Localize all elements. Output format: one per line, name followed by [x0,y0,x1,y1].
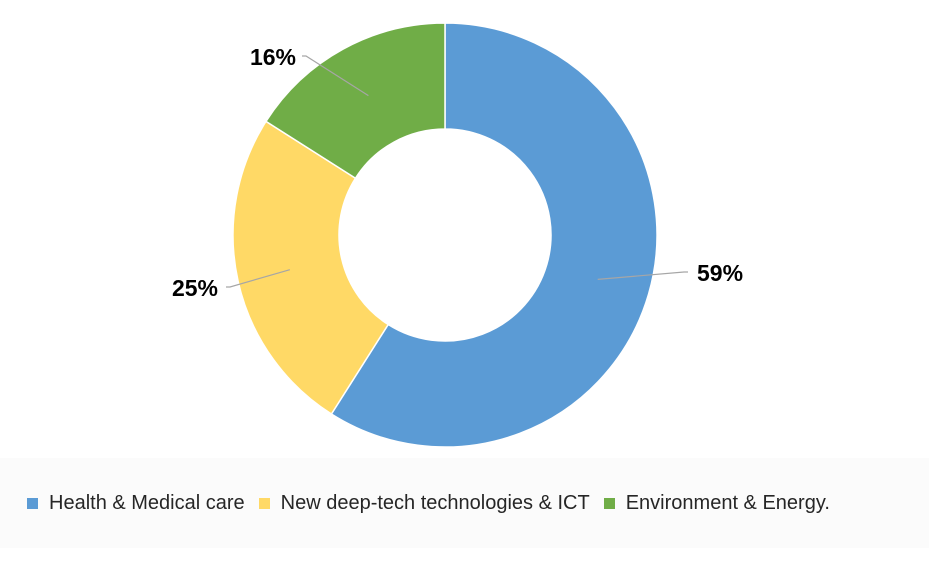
legend-label-environment: Environment & Energy. [625,492,830,514]
legend-swatch-environment [603,498,615,509]
legend-swatch-deep-tech [258,498,270,509]
data-label-deep-tech: 25% [172,275,218,301]
legend-label-deep-tech: New deep-tech technologies & ICT [280,492,590,514]
donut-slices [232,22,658,448]
leader-line-environment [302,55,369,97]
leader-line-health [597,271,688,280]
data-labels: 59% 25% 16% [172,44,743,301]
legend-item-health: Health & Medical care [27,492,245,515]
slice-health [330,22,658,448]
legend-label-health: Health & Medical care [49,492,245,514]
legend: Health & Medical care New deep-tech tech… [0,458,929,548]
data-label-health: 59% [697,260,743,286]
leader-lines [226,55,688,288]
slice-deep-tech [232,120,390,416]
legend-item-deep-tech: New deep-tech technologies & ICT [258,492,590,515]
slice-environment [264,22,446,180]
legend-item-environment: Environment & Energy. [603,492,830,515]
data-label-environment: 16% [250,44,296,70]
legend-swatch-health [27,498,38,509]
leader-line-deep-tech [226,269,290,288]
donut-plot-area: 59% 25% 16% [172,22,743,448]
